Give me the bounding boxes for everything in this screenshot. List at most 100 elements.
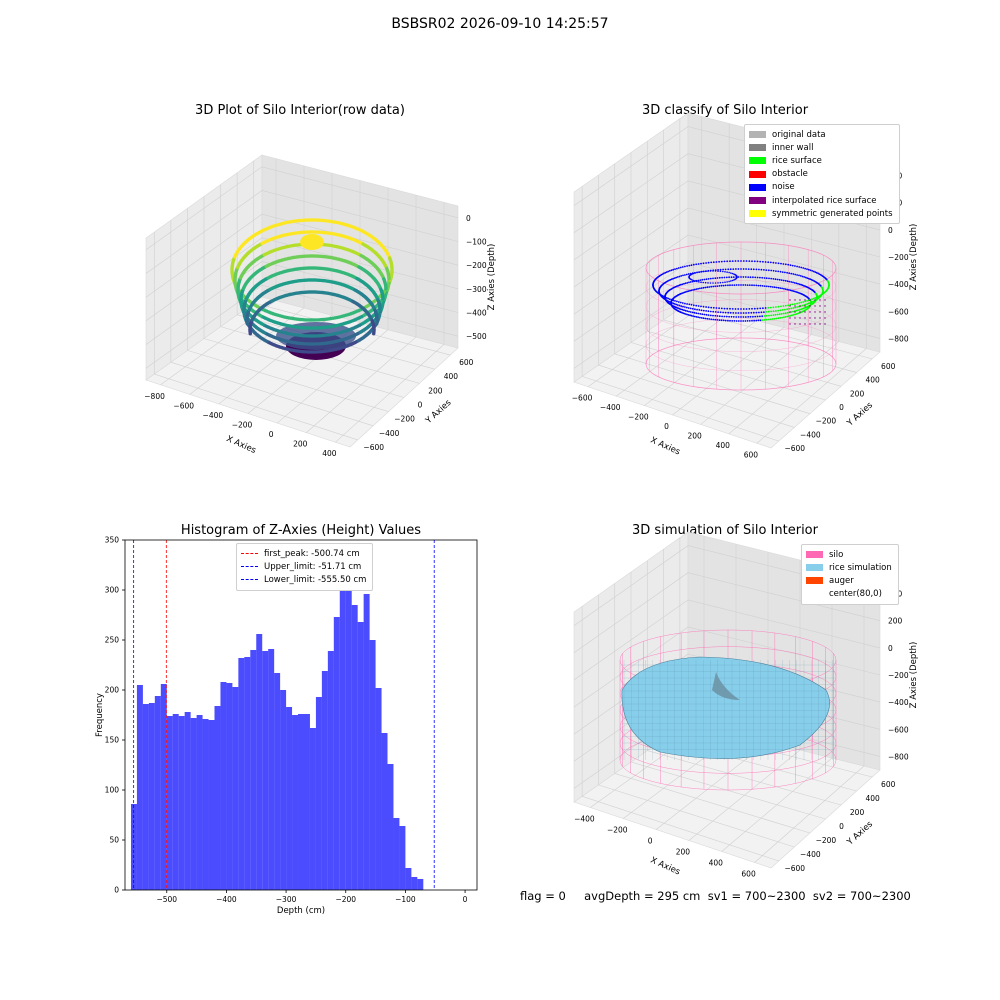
legend-entry: inner wall [749,141,893,154]
histogram-bar [411,877,418,890]
class-point [812,297,815,300]
histogram-bar [417,879,424,890]
legend-swatch [806,590,823,598]
y-grid-line [663,319,857,373]
class-point [782,312,785,315]
class-point [791,314,793,317]
plot2-title: 3D classify of Silo Interior [641,103,809,118]
y-tick-label: 600 [459,358,474,367]
scatter-point [372,332,376,336]
class-point [795,313,798,315]
x-tick-label: 600 [744,450,759,459]
z-tick-label: −400 [466,309,487,318]
histogram-bar [178,716,185,890]
scatter-point [378,307,382,311]
x-tick-label: 400 [716,441,731,450]
histogram-bar [298,714,304,890]
z-grid-line [145,284,459,369]
histogram-bar [268,649,275,890]
z-grid-line [573,207,881,288]
y-tick-label: 0 [839,403,844,412]
legend-label: symmetric generated points [772,208,893,219]
class-point [784,316,787,318]
y-grid-line [187,350,389,412]
legend-label: first_peak: -500.74 cm [264,548,360,559]
class-point [776,313,779,316]
y-tick-label: 300 [105,586,120,595]
class-point [775,317,778,320]
x-tick-label: −600 [173,401,194,410]
x-tick-label: 0 [269,430,274,439]
class-point [789,314,792,317]
histogram-bar [303,714,310,890]
class-point [782,305,785,307]
y-tick-label: 250 [105,636,120,645]
class-point [800,308,802,311]
histogram-bar [154,696,161,890]
y-grid-line [154,373,358,441]
class-point [800,301,803,304]
histogram-bar [250,650,257,890]
legend-entry: symmetric generated points [749,207,893,220]
class-point [796,306,798,308]
histogram-bar [399,826,406,890]
histogram-bar [321,671,328,890]
y-tick-label: 0 [418,401,423,410]
class-point [773,317,776,320]
histogram-bar [405,868,412,890]
class-point [787,304,790,307]
histogram-bar [315,697,322,890]
class-point [794,303,796,305]
legend-swatch [749,157,766,165]
histogram-bar [166,716,173,890]
class-point [780,305,782,308]
y-tick-label: 600 [881,362,896,371]
class-point [788,315,790,317]
silo-ring [645,299,837,352]
histogram-bar [142,704,149,890]
legend-swatch [806,551,823,559]
x-tick-label: −200 [628,413,649,422]
class-point [811,298,814,300]
class-point [789,303,792,306]
x-tick-label: 400 [322,449,337,458]
x-tick-label: −400 [216,895,237,904]
legend-entry: Upper_limit: -51.71 cm [241,560,366,573]
class-point [784,308,786,311]
y-tick-label: −600 [363,443,384,452]
x-tick-label: −300 [276,895,297,904]
histogram-bar [345,555,352,890]
histogram-bar [136,685,143,890]
y-tick-label: 100 [105,786,120,795]
legend-swatch [749,170,766,178]
histogram-bar [214,706,221,890]
class-point [781,309,784,311]
y-grid-line [679,308,873,360]
class-point [784,312,787,315]
class-point [801,307,804,310]
scatter-point [372,327,376,331]
histogram-bar [292,715,299,890]
legend-label: inner wall [772,142,814,153]
scatter-point [390,267,394,271]
class-point [802,301,805,303]
class-point [779,309,782,312]
class-point [797,309,799,312]
y-grid-line [598,364,795,428]
class-point [786,315,789,318]
legend-label: rice simulation [829,562,892,573]
legend-swatch [241,566,258,568]
status-footer: flag = 0 avgDepth = 295 cm sv1 = 700~230… [520,889,911,903]
histogram-bar [375,688,382,890]
legend-entry: rice surface [749,154,893,167]
histogram-bar [220,682,227,890]
class-point [777,309,780,312]
legend-entry: obstacle [749,168,893,181]
y-tick-label: −600 [784,444,805,453]
class-point [794,306,797,309]
histogram-bar [393,818,400,890]
class-point [792,307,795,309]
ring-scatter [230,218,394,360]
x-tick-label: 0 [463,895,468,904]
z-tick-label: −100 [466,238,487,247]
